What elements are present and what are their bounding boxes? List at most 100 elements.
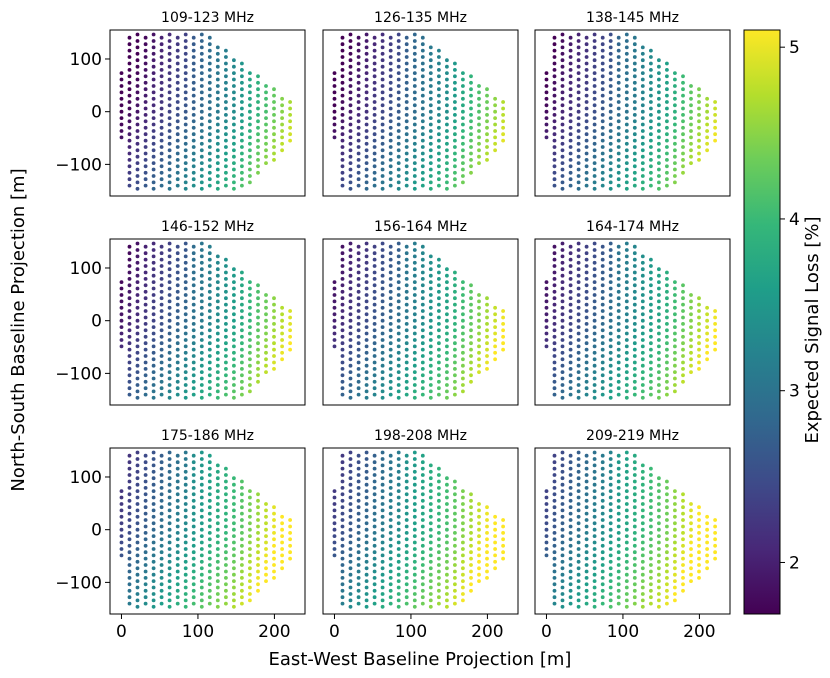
scatter-point [632,379,637,384]
scatter-point [420,257,425,262]
scatter-point [640,109,645,114]
scatter-point [420,251,425,256]
scatter-point [608,129,613,133]
scatter-point [372,328,377,333]
scatter-point [159,486,164,490]
scatter-point [396,604,401,609]
scatter-point [412,495,417,500]
scatter-point [175,360,180,365]
scatter-point [207,354,212,358]
scatter-point [624,129,629,133]
scatter-point [191,347,196,352]
scatter-point [119,299,124,304]
scatter-point [248,547,252,551]
scatter-point [348,559,353,564]
scatter-point [183,457,188,461]
scatter-point [380,305,385,310]
scatter-point [372,138,377,143]
scatter-point [356,379,361,384]
scatter-point [183,350,188,355]
scatter-point [437,328,441,333]
scatter-point [143,347,148,352]
scatter-point [568,505,573,510]
scatter-point [576,338,581,342]
scatter-point [240,68,244,72]
scatter-point [151,273,156,278]
scatter-point [207,151,212,156]
scatter-point [632,315,637,320]
scatter-point [584,543,589,548]
scatter-point [175,42,180,47]
scatter-point [632,601,637,606]
scatter-point [151,161,156,166]
scatter-point [264,148,268,153]
scatter-point [143,595,148,600]
scatter-point [568,347,573,352]
scatter-point [608,71,613,75]
scatter-point [576,129,581,133]
scatter-point [697,100,701,104]
scatter-point [340,505,345,510]
scatter-point [364,135,369,140]
scatter-point [420,588,425,593]
scatter-point [264,331,268,336]
scatter-point [544,553,549,558]
scatter-point [681,588,685,593]
scatter-point [143,55,148,59]
scatter-point [388,151,393,156]
scatter-point [232,572,236,577]
scatter-point [608,338,613,342]
scatter-point [207,360,212,365]
scatter-point [175,460,180,465]
scatter-point [215,331,220,336]
scatter-point [175,251,180,256]
scatter-point [380,553,385,558]
scatter-point [272,87,276,92]
scatter-point [175,588,180,593]
scatter-point [135,273,140,278]
scatter-point [560,592,565,596]
scatter-point [364,280,369,284]
scatter-point [665,106,669,111]
scatter-point [584,125,589,130]
scatter-point [151,350,156,355]
scatter-point [453,595,457,600]
scatter-point [364,180,369,185]
scatter-point [713,132,717,137]
scatter-points [544,32,717,191]
scatter-point [697,296,701,301]
scatter-point [616,74,621,79]
scatter-point [159,569,164,574]
scatter-point [396,450,401,455]
scatter-point [584,35,589,40]
scatter-point [568,367,573,371]
scatter-point [232,280,236,284]
scatter-point [175,492,180,497]
scatter-point [199,370,204,374]
scatter-point [420,100,425,104]
scatter-point [272,334,276,339]
scatter-point [232,370,236,374]
scatter-point [420,80,425,85]
scatter-point [232,344,236,349]
scatter-point [151,331,156,336]
scatter-point [445,318,449,323]
scatter-point [159,315,164,320]
scatter-point [248,389,252,394]
scatter-point [348,122,353,127]
scatter-point [640,122,645,127]
scatter-point [608,39,613,43]
scatter-point [412,370,417,374]
scatter-point [640,273,645,278]
scatter-point [119,331,124,336]
scatter-point [372,48,377,53]
scatter-point [493,566,497,571]
scatter-point [584,341,589,346]
scatter-point [248,286,252,291]
scatter-point [469,379,473,384]
scatter-point [665,74,669,79]
scatter-point [240,392,244,397]
scatter-point [232,84,236,88]
scatter-point [420,125,425,130]
scatter-point [576,585,581,590]
